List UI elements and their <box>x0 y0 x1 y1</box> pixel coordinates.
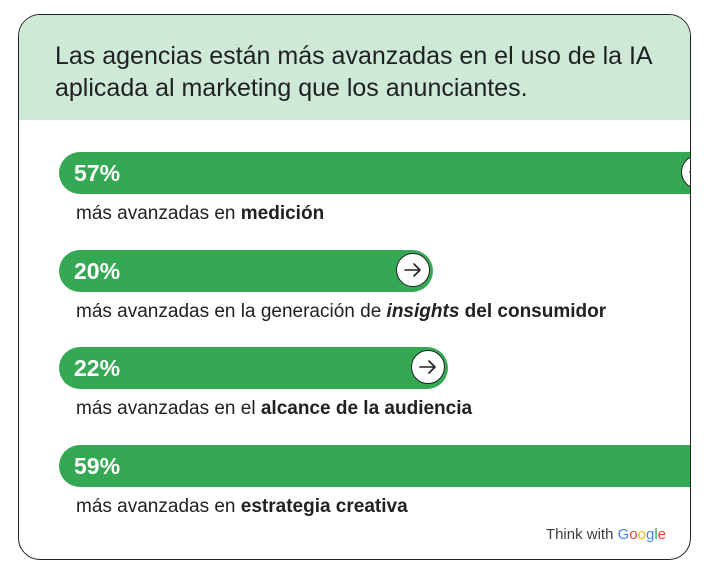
label-segment: más avanzadas en el <box>76 398 261 419</box>
logo-letter: e <box>657 526 666 543</box>
bar: 22% <box>59 347 448 389</box>
bar: 59% <box>59 444 690 487</box>
logo-letter: o <box>629 526 638 543</box>
label-segment: más avanzadas en <box>76 495 241 517</box>
logo-letter: g <box>645 526 655 543</box>
bar-value-label: 57% <box>74 160 121 186</box>
bar-category-label: más avanzadas en la generación de insigh… <box>76 300 606 324</box>
label-segment: alcance de la audiencia <box>260 398 473 419</box>
label-segment: más avanzadas en <box>76 203 241 224</box>
bar-value-label: 20% <box>74 257 121 284</box>
logo-letter: G <box>617 526 630 543</box>
bar-category-label: más avanzadas en medición <box>76 202 324 226</box>
bar-value-label: 59% <box>74 452 121 479</box>
bar-category-label: más avanzadas en el alcance de la audien… <box>76 397 472 421</box>
think-with-google-logo: Think with Google <box>546 525 666 545</box>
label-segment: medición <box>240 203 325 224</box>
logo-letter: o <box>637 526 646 543</box>
bar: 20% <box>59 249 433 292</box>
chart-title: Las agencias están más avanzadas en el u… <box>55 42 652 102</box>
bar-category-label: más avanzadas en estrategia creativa <box>76 495 408 519</box>
logo-think-with: Think with <box>545 526 618 543</box>
arrow-right-icon <box>411 350 445 384</box>
label-segment: más avanzadas en la generación de <box>76 300 387 322</box>
label-segment: estrategia creativa <box>240 495 408 517</box>
label-segment: insights <box>386 300 460 322</box>
logo-letter: l <box>654 526 658 543</box>
arrow-right-icon <box>396 252 430 287</box>
bar-value-label: 22% <box>74 355 121 381</box>
infographic-card: Las agencias están más avanzadas en el u… <box>18 14 691 560</box>
header-banner: Las agencias están más avanzadas en el u… <box>19 15 690 120</box>
arrow-right-icon <box>681 155 690 189</box>
bar: 57% <box>59 152 690 194</box>
label-segment: del consumidor <box>459 300 607 322</box>
